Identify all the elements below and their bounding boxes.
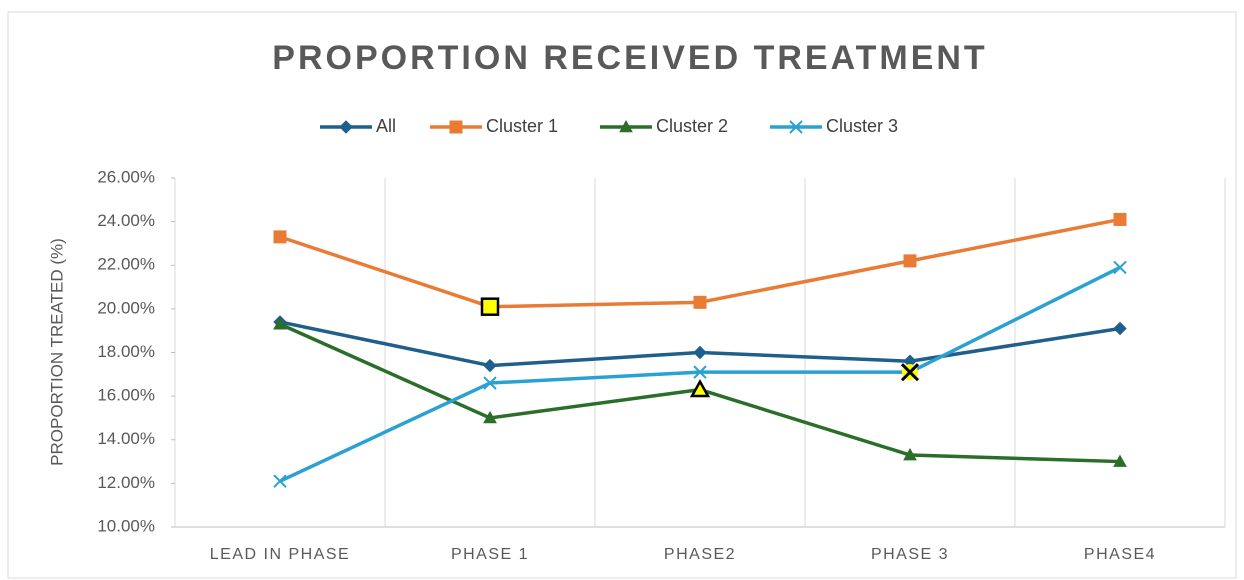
marker (483, 410, 497, 424)
x-tick-label: PHASE 1 (451, 546, 529, 563)
marker (1113, 321, 1127, 336)
marker (903, 447, 917, 461)
x-tick-label: PHASE4 (1084, 546, 1156, 563)
legend-marker (449, 120, 463, 134)
legend-marker (789, 120, 803, 134)
legend-marker (619, 119, 633, 133)
marker (483, 358, 497, 373)
x-tick-label: LEAD IN PHASE (210, 546, 350, 563)
y-axis-label: PROPORTION TREATED (%) (47, 238, 66, 466)
marker (483, 376, 497, 390)
marker (273, 474, 287, 488)
marker (693, 365, 707, 379)
legend-label: Cluster 3 (826, 116, 898, 136)
legend-label: Cluster 1 (486, 116, 558, 136)
legend-label: Cluster 2 (656, 116, 728, 136)
x-tick-label: PHASE 3 (871, 546, 949, 563)
marker (273, 317, 287, 330)
marker (693, 345, 707, 360)
y-tick-label: 18.00% (97, 342, 155, 361)
marker (1113, 212, 1127, 226)
marker (1113, 260, 1127, 275)
x-tick-label: PHASE2 (664, 546, 736, 563)
marker (693, 295, 707, 309)
marker (689, 379, 711, 398)
chart-frame (7, 11, 1237, 579)
y-tick-label: 14.00% (97, 429, 155, 448)
marker (903, 254, 917, 268)
chart-title: PROPORTION RECEIVED TREATMENT (272, 39, 987, 77)
y-tick-label: 22.00% (97, 255, 155, 274)
marker (900, 363, 920, 382)
y-tick-label: 10.00% (97, 516, 155, 535)
y-tick-label: 12.00% (97, 473, 155, 492)
legend-label: All (376, 116, 396, 136)
y-tick-label: 20.00% (97, 298, 155, 317)
y-tick-label: 24.00% (97, 211, 155, 230)
y-tick-label: 26.00% (97, 167, 155, 186)
marker (273, 230, 287, 244)
y-tick-label: 16.00% (97, 386, 155, 405)
marker (480, 297, 500, 316)
legend-marker (339, 120, 353, 134)
marker (1113, 454, 1127, 467)
